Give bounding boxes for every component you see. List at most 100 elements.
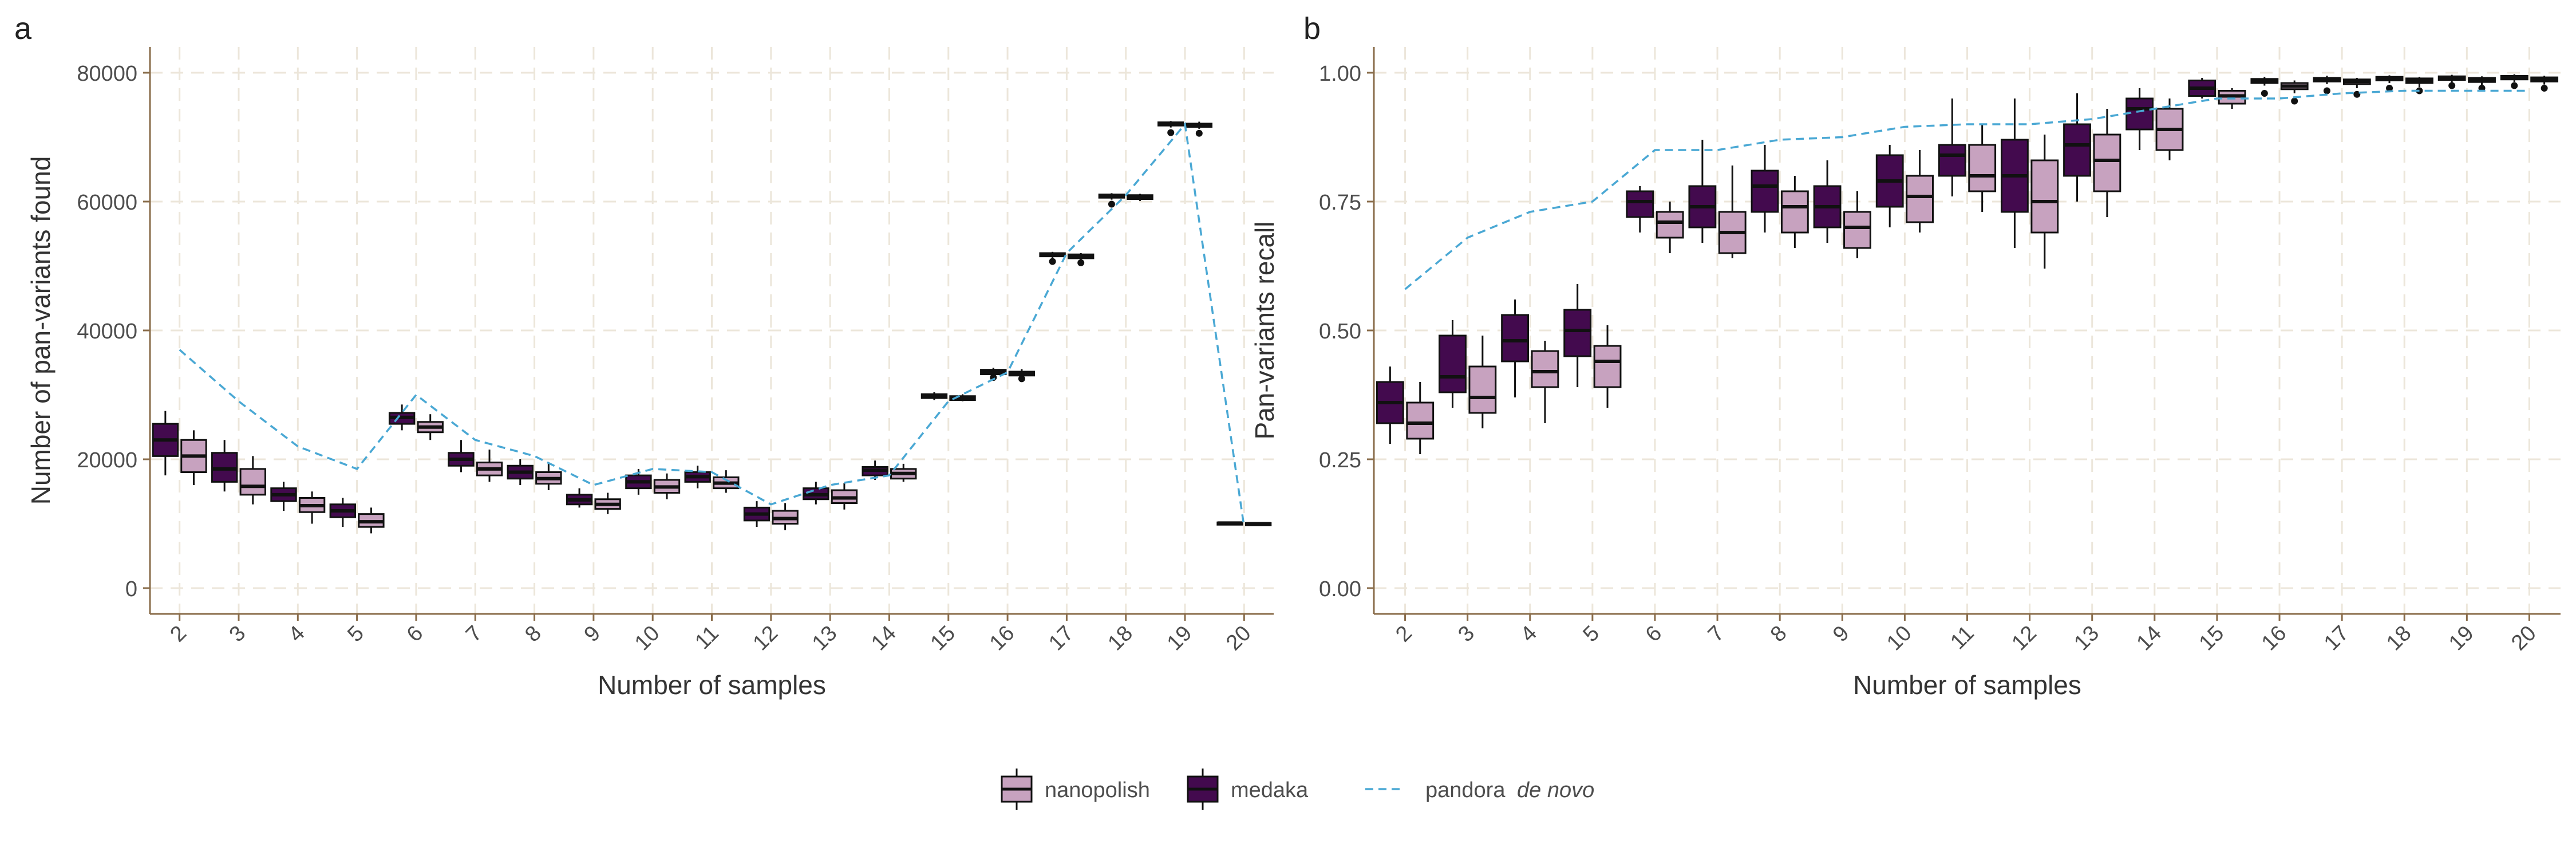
- medaka-box: [1938, 144, 1966, 177]
- nanopolish-outlier: [1077, 259, 1085, 266]
- medaka-box: [1626, 190, 1654, 218]
- x-tick-label: 2: [165, 621, 191, 647]
- x-tick-label: 10: [1882, 621, 1917, 656]
- legend-label-pandora-italic: de novo: [1517, 778, 1594, 802]
- x-tick-label: 15: [926, 621, 961, 656]
- x-tick-label: 5: [343, 621, 369, 647]
- nanopolish-box: [2093, 133, 2121, 192]
- x-tick-label: 16: [985, 621, 1020, 656]
- medaka-outlier: [1167, 129, 1175, 136]
- x-tick-label: 14: [2132, 621, 2167, 656]
- nanopolish-outlier: [1018, 375, 1025, 383]
- x-tick-label: 20: [2507, 621, 2541, 656]
- y-tick-label: 0.00: [1319, 577, 1361, 601]
- nanopolish-box: [1843, 211, 1871, 249]
- x-tick-label: 6: [1641, 621, 1667, 647]
- medaka-box: [1501, 314, 1529, 362]
- y-tick-label: 0.50: [1319, 320, 1361, 344]
- x-tick-label: 16: [2257, 621, 2291, 656]
- x-tick-label: 3: [1453, 621, 1479, 647]
- x-tick-label: 12: [2007, 621, 2041, 656]
- pandora-de-novo-line: [1404, 89, 2530, 290]
- y-axis-title: Number of pan-variants found: [26, 156, 56, 505]
- medaka-outlier: [1049, 258, 1056, 265]
- x-tick-label: 6: [402, 621, 428, 647]
- x-tick-label: 7: [1704, 621, 1729, 647]
- medaka-outlier: [2323, 87, 2330, 94]
- nanopolish-outlier: [2541, 85, 2548, 92]
- y-tick-label: 1.00: [1319, 62, 1361, 86]
- x-tick-label: 12: [749, 621, 783, 656]
- nanopolish-box: [1906, 175, 1934, 223]
- legend-label-pandora: pandora de novo: [1425, 778, 1594, 802]
- nanopolish-box: [1531, 350, 1559, 388]
- y-tick-label: 20000: [77, 448, 137, 472]
- medaka-outlier: [2386, 85, 2393, 92]
- x-tick-label: 19: [2444, 621, 2479, 656]
- medaka-outlier: [2261, 90, 2268, 97]
- medaka-outlier: [2511, 82, 2518, 89]
- x-tick-label: 14: [867, 621, 901, 656]
- x-tick-label: 20: [1222, 621, 1256, 656]
- legend-label-nanopolish: nanopolish: [1045, 778, 1150, 802]
- y-tick-label: 0.25: [1319, 448, 1361, 472]
- nanopolish-outlier: [1195, 129, 1203, 137]
- y-tick-label: 40000: [77, 320, 137, 344]
- medaka-box: [1439, 334, 1467, 393]
- y-tick-label: 80000: [77, 62, 137, 86]
- legend: nanopolish medaka pandora de novo: [1001, 769, 1594, 810]
- nanopolish-outlier: [2291, 97, 2298, 105]
- x-tick-label: 17: [1044, 621, 1078, 656]
- x-tick-label: 3: [225, 621, 251, 647]
- x-tick-label: 11: [1946, 621, 1979, 655]
- nanopolish-box: [239, 468, 266, 496]
- medaka-box: [1751, 170, 1779, 213]
- x-axis-title: Number of samples: [1853, 670, 2081, 700]
- medaka-box: [2125, 97, 2154, 131]
- x-axis-title: Number of samples: [598, 670, 826, 700]
- y-tick-label: 60000: [77, 191, 137, 215]
- nanopolish-box: [1968, 144, 1997, 192]
- y-tick-label: 0.75: [1319, 191, 1361, 215]
- x-tick-label: 9: [1828, 621, 1854, 647]
- nanopolish-outlier: [2353, 90, 2361, 98]
- y-axis-title: Pan-variants recall: [1250, 222, 1279, 440]
- x-tick-label: 18: [1103, 621, 1137, 656]
- nanopolish-box: [2030, 159, 2059, 234]
- panel-letter: a: [14, 11, 32, 46]
- nanopolish-box: [1468, 365, 1497, 414]
- legend-label-medaka: medaka: [1231, 778, 1309, 802]
- x-tick-label: 18: [2382, 621, 2416, 656]
- medaka-box: [1563, 309, 1592, 357]
- x-tick-label: 13: [2069, 621, 2104, 656]
- x-tick-label: 17: [2320, 621, 2354, 656]
- panel-a: a 0 20000 40000 60000 80000 2 3 4 5 6 7 8 9 10 11 12 13 14…: [14, 11, 1274, 700]
- nanopolish-box: [1406, 401, 1435, 440]
- x-tick-label: 10: [630, 621, 665, 656]
- x-tick-label: 19: [1163, 621, 1197, 656]
- panel-b: b 0.00 0.25 0.50 0.75 1.00 2 3 4 5 6 7 8 9 10 11 12 13 14 1…: [1250, 11, 2561, 700]
- x-tick-label: 13: [808, 621, 842, 656]
- y-tick-label: 0: [125, 577, 137, 601]
- x-tick-label: 4: [1516, 621, 1542, 647]
- x-tick-label: 2: [1391, 621, 1417, 647]
- x-tick-label: 11: [690, 621, 724, 655]
- x-tick-label: 8: [1766, 621, 1792, 647]
- panel-letter: b: [1303, 11, 1321, 46]
- pandora-de-novo-line: [179, 121, 1246, 527]
- legend-label-pandora-prefix: pandora: [1425, 778, 1511, 802]
- nanopolish-box: [1656, 211, 1684, 239]
- nanopolish-box: [1593, 345, 1622, 388]
- x-tick-label: 9: [580, 621, 606, 647]
- medaka-outlier: [2448, 82, 2456, 89]
- x-tick-label: 8: [520, 621, 546, 647]
- x-tick-label: 4: [284, 621, 310, 647]
- x-tick-label: 15: [2195, 621, 2229, 656]
- medaka-outlier: [1108, 200, 1115, 208]
- x-tick-label: 7: [461, 621, 487, 647]
- nanopolish-box: [1780, 190, 1809, 234]
- medaka-box: [2063, 123, 2091, 177]
- x-tick-label: 5: [1579, 621, 1605, 647]
